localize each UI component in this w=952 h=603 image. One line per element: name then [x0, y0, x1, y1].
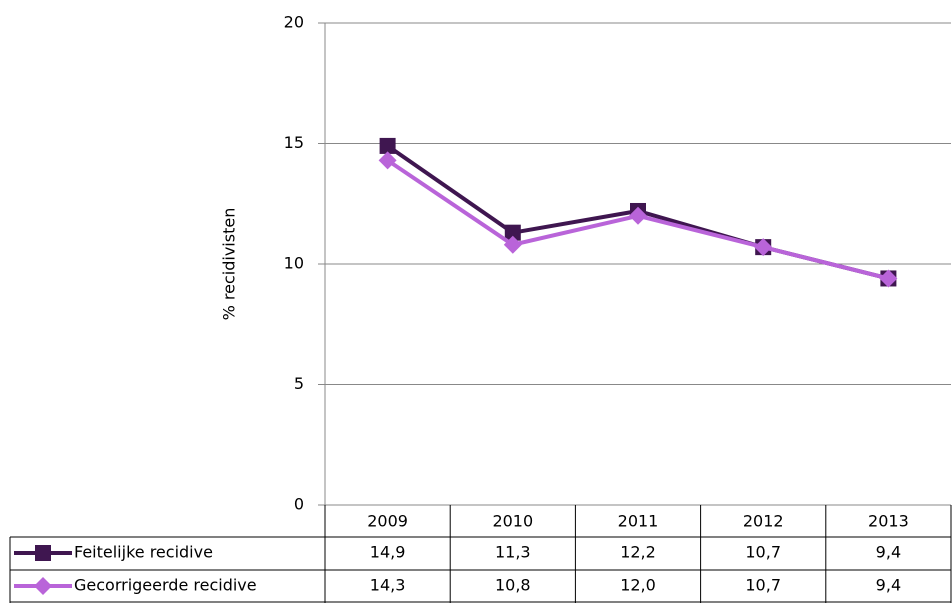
y-axis-label: % recidivisten	[220, 208, 239, 321]
x-tick-label: 2010	[492, 512, 533, 531]
table-value: 12,2	[620, 543, 656, 562]
table-value: 11,3	[495, 543, 531, 562]
table-value: 12,0	[620, 576, 656, 595]
x-tick-label: 2013	[868, 512, 909, 531]
point	[378, 151, 397, 170]
x-tick-label: 2009	[367, 512, 408, 531]
table-value: 9,4	[876, 576, 901, 595]
table-value: 10,8	[495, 576, 531, 595]
point	[754, 238, 773, 257]
legend-label: Feitelijke recidive	[74, 543, 213, 562]
table-value: 10,7	[745, 576, 781, 595]
y-tick-label: 20	[284, 13, 304, 32]
point	[504, 224, 521, 241]
point	[379, 137, 396, 154]
y-tick-label: 15	[284, 133, 304, 152]
table-value: 9,4	[876, 543, 901, 562]
point	[503, 235, 522, 254]
point	[629, 206, 647, 225]
table-value: 14,3	[370, 576, 406, 595]
table-value: 10,7	[745, 543, 781, 562]
y-tick-label: 0	[294, 495, 304, 514]
x-tick-label: 2011	[618, 512, 659, 531]
x-tick-label: 2012	[743, 512, 784, 531]
point	[879, 269, 898, 288]
y-tick-label: 10	[284, 254, 304, 273]
legend-label: Gecorrigeerde recidive	[74, 576, 257, 595]
y-tick-label: 5	[294, 374, 304, 393]
legend-marker	[35, 545, 51, 561]
legend-marker	[34, 577, 52, 595]
table-value: 14,9	[370, 543, 406, 562]
